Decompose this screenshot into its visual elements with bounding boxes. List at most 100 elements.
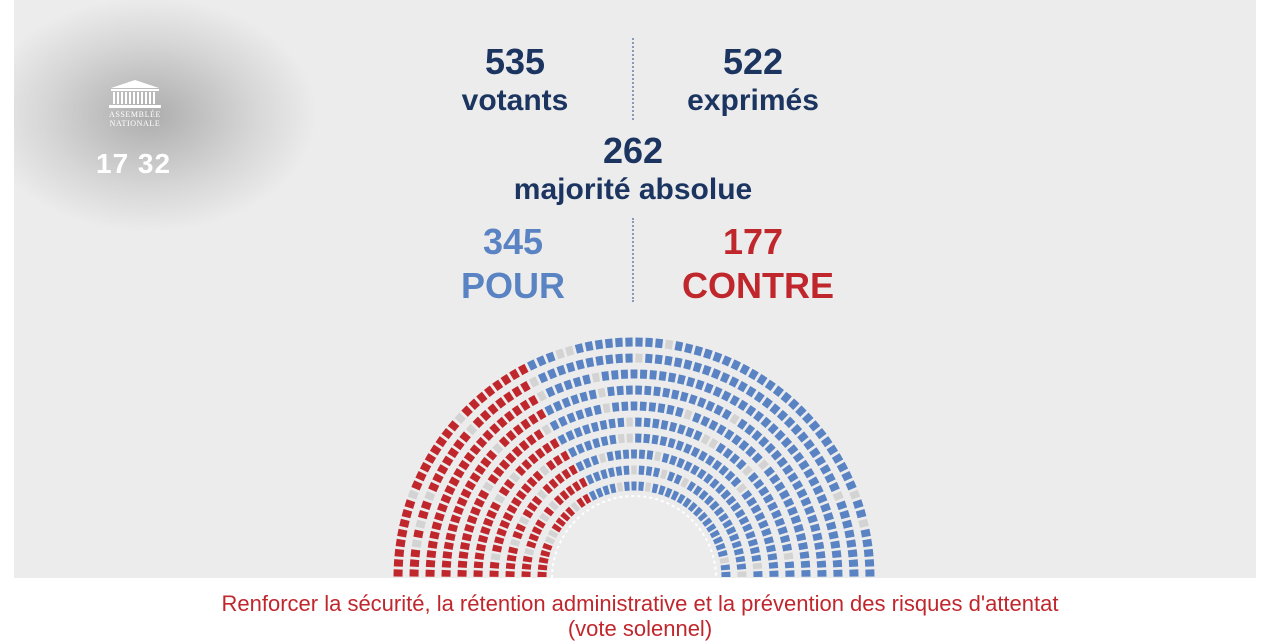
hemicycle-seat	[517, 533, 519, 538]
hemicycle-seat	[577, 364, 584, 366]
hemicycle-seat	[462, 561, 463, 568]
hemicycle-seat	[784, 536, 786, 542]
hemicycle-seat	[819, 543, 820, 550]
hemicycle-seat	[430, 560, 431, 567]
hemicycle-seat	[685, 465, 690, 468]
hemicycle-seat	[645, 390, 652, 391]
hemicycle-seat	[748, 449, 753, 454]
hemicycle-seat	[453, 479, 456, 485]
hemicycle-seat	[725, 452, 730, 456]
hemicycle-seat	[471, 517, 473, 523]
hemicycle-seat	[497, 469, 501, 474]
hemicycle-seat	[513, 548, 514, 554]
hemicycle-seat	[399, 549, 400, 556]
hemicycle-seat	[700, 455, 705, 458]
hemicycle-seat	[715, 464, 720, 468]
hemicycle-seat	[726, 433, 732, 437]
hemicycle-seat	[800, 491, 803, 497]
hemicycle-seat	[659, 490, 664, 492]
hemicycle-seat	[538, 452, 543, 456]
hemicycle-seat	[416, 540, 417, 547]
hemicycle-seat	[515, 449, 520, 454]
hemicycle-seat	[530, 399, 536, 402]
hemicycle-seat	[451, 450, 455, 456]
hemicycle-seat	[466, 534, 468, 540]
hemicycle-seat	[711, 442, 717, 445]
hemicycle-seat	[824, 505, 826, 512]
hemicycle-seat	[765, 530, 767, 536]
hemicycle-seat	[667, 409, 674, 410]
hemicycle-seat	[520, 525, 522, 530]
hemicycle-seat	[702, 420, 708, 423]
hemicycle-seat	[552, 482, 556, 486]
hemicycle-seat	[482, 536, 484, 542]
hemicycle-seat	[469, 483, 472, 489]
hemicycle-seat	[755, 456, 760, 461]
hemicycle-seat	[446, 458, 450, 464]
hemicycle-seat	[704, 353, 711, 355]
hemicycle-seat	[741, 444, 746, 448]
hemicycle-seat	[557, 499, 561, 503]
hemicycle-seat	[836, 551, 837, 558]
hemicycle-seat	[492, 426, 497, 431]
hemicycle-seat	[717, 538, 719, 543]
hemicycle-seat	[817, 534, 818, 541]
hemicycle-seat	[523, 518, 526, 523]
hemicycle-seat	[658, 408, 665, 409]
hemicycle-seat	[778, 433, 783, 438]
hemicycle-seat	[752, 540, 754, 546]
hemicycle-seat	[540, 493, 544, 497]
hemicycle-seat	[820, 552, 821, 559]
hemicycle-seat	[445, 496, 448, 502]
hemicycle-seat	[574, 381, 581, 383]
hemicycle-seat	[860, 510, 862, 517]
hemicycle-seat	[661, 474, 666, 476]
hemicycle-seat	[457, 442, 461, 448]
hemicycle-seat	[830, 447, 834, 453]
hemicycle-seat	[463, 552, 464, 559]
hemicycle-seat	[706, 520, 709, 524]
hemicycle-seat	[497, 546, 498, 552]
hemicycle-seat	[675, 346, 682, 347]
hemicycle-seat	[814, 525, 816, 531]
hemicycle-seat	[539, 413, 545, 416]
hemicycle-seat	[693, 451, 699, 454]
hemicycle-seat	[749, 533, 751, 538]
hemicycle-seat	[480, 545, 481, 551]
hemicycle-seat	[533, 535, 535, 540]
hemicycle-seat	[496, 446, 501, 451]
hemicycle-seat	[772, 407, 778, 412]
hemicycle-seat	[597, 492, 602, 494]
hemicycle-seat	[609, 472, 614, 473]
hemicycle-seat	[558, 369, 565, 371]
hemicycle-seat	[469, 427, 474, 432]
hemicycle-seat	[800, 534, 802, 540]
hemicycle-seat	[841, 502, 843, 509]
hemicycle-seat	[710, 526, 713, 530]
hemicycle-seat	[714, 356, 721, 359]
hemicycle-seat	[710, 424, 716, 427]
hemicycle-seat	[745, 469, 749, 474]
hemicycle-seat	[461, 499, 464, 505]
hemicycle-seat	[577, 414, 583, 416]
hemicycle-seat	[746, 525, 748, 530]
hemicycle-seat	[425, 502, 427, 509]
hemicycle-seat	[722, 376, 729, 379]
hemicycle-seat	[536, 433, 542, 437]
hemicycle-seat	[812, 423, 817, 429]
hemicycle-seat	[498, 538, 500, 544]
hemicycle-seat	[783, 395, 789, 400]
hemicycle-seat	[712, 504, 716, 508]
hemicycle-seat	[654, 472, 659, 473]
hemicycle-seat	[786, 545, 787, 551]
hemicycle-seat	[509, 456, 514, 461]
hemicycle-seat	[604, 490, 609, 492]
hemicycle-seat	[601, 424, 607, 425]
hemicycle-seat	[741, 564, 742, 569]
hemicycle-seat	[523, 422, 529, 426]
hemicycle-seat	[581, 481, 586, 484]
hemicycle-seat	[685, 501, 689, 504]
hemicycle-seat	[432, 484, 435, 491]
hemicycle-seat	[560, 438, 566, 441]
hemicycle-seat	[571, 469, 576, 472]
